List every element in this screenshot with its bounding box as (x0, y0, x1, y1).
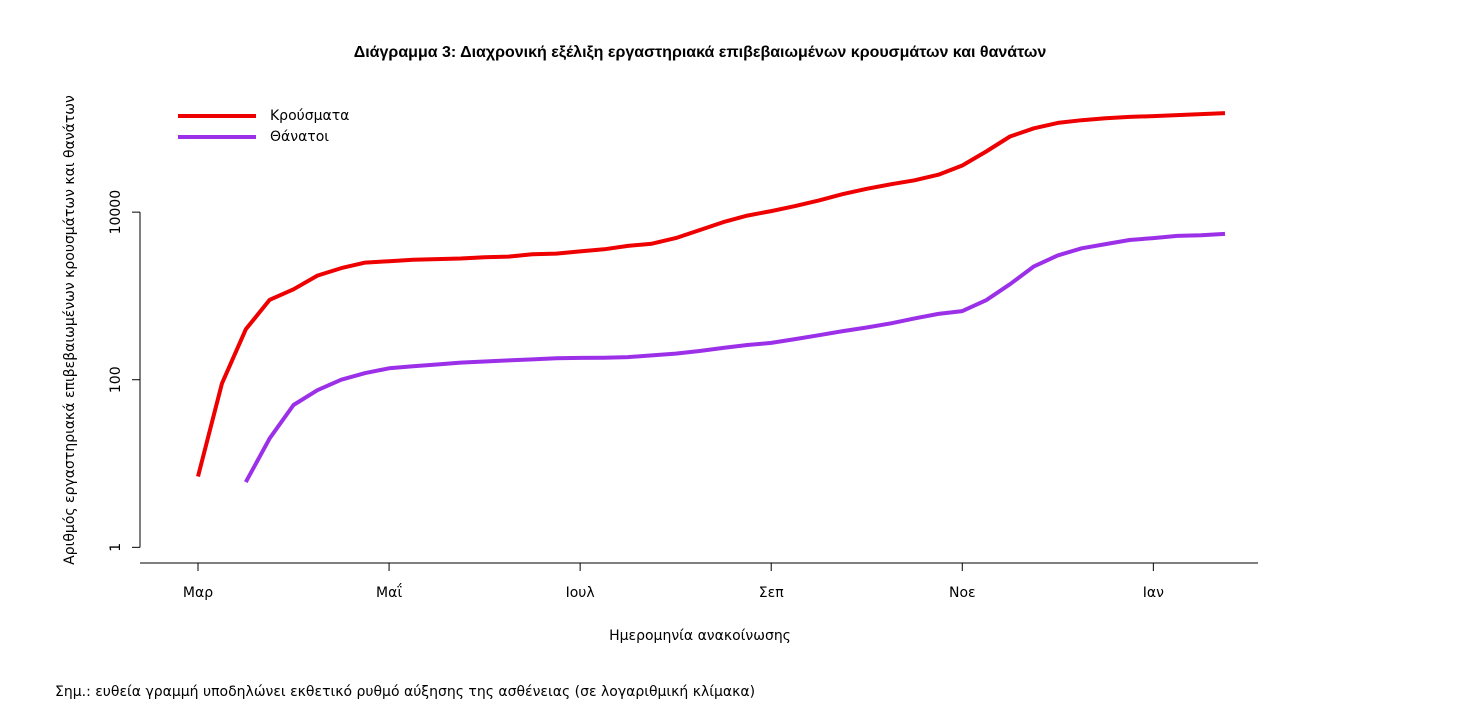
y-axis-label: Αριθμός εργαστηριακά επιβεβαιωμένων κρου… (62, 95, 78, 565)
legend-label: Θάνατοι (270, 129, 329, 145)
x-tick-label: Ιουλ (566, 585, 595, 601)
x-tick-label: Μαΐ (376, 583, 402, 601)
x-axis-label: Ημερομηνία ανακοίνωσης (609, 628, 791, 644)
note: Σημ.: ευθεία γραμμή υποδηλώνει εκθετικό … (55, 684, 755, 700)
x-tick-label: Μαρ (183, 585, 213, 601)
chart-title: Διάγραμμα 3: Διαχρονική εξέλιξη εργαστηρ… (354, 44, 1047, 61)
y-tick-label: 10000 (108, 190, 124, 235)
x-tick-label: Σεπ (759, 585, 784, 601)
x-tick-label: Νοε (949, 585, 976, 601)
legend-label: Κρούσματα (270, 108, 349, 124)
series-line (196, 111, 1226, 477)
x-tick-label: Ιαν (1143, 585, 1164, 601)
y-tick-label: 1 (108, 543, 124, 552)
y-tick-label: 100 (108, 366, 124, 393)
series-line (244, 231, 1226, 484)
